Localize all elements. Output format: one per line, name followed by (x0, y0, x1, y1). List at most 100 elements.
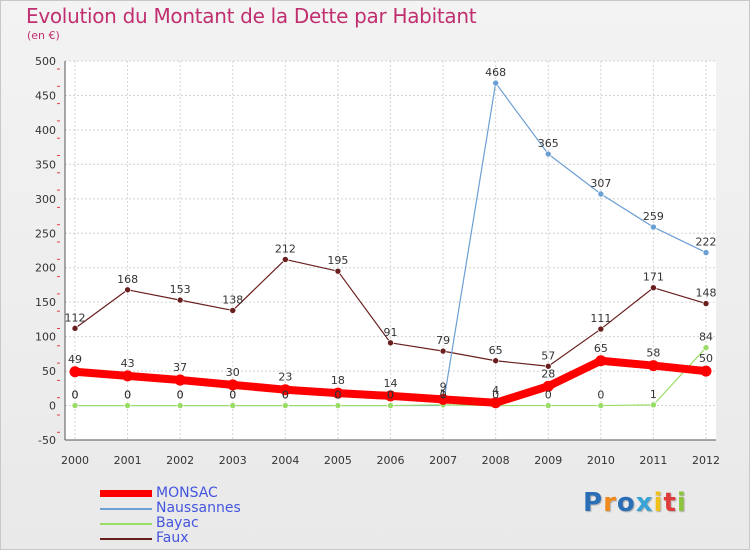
x-tick-label: 2007 (429, 454, 457, 467)
data-label-bayac: 84 (699, 331, 713, 344)
data-label-monsac: 37 (173, 361, 187, 374)
data-label-naussannes: 0 (177, 389, 184, 402)
data-point-monsac (69, 366, 81, 378)
logo-letter: P (583, 488, 604, 518)
data-label-monsac: 58 (646, 347, 660, 360)
data-point-faux (282, 256, 289, 263)
data-point-monsac (279, 384, 291, 396)
data-point-faux (334, 267, 342, 275)
legend-item-naussannes: Naussannes (100, 501, 241, 516)
data-label-naussannes: 365 (538, 137, 559, 150)
data-label-faux: 171 (643, 271, 664, 284)
data-label-bayac: 0 (177, 389, 184, 402)
data-label-faux: 138 (222, 293, 243, 306)
data-point-bayac (282, 402, 289, 409)
data-label-faux: 91 (384, 326, 398, 339)
data-point-monsac (647, 360, 659, 372)
data-point-naussannes (702, 249, 710, 256)
data-point-bayac (71, 402, 79, 409)
data-label-monsac: 18 (331, 374, 345, 387)
data-label-naussannes: 0 (229, 389, 236, 402)
data-label-naussannes: 0 (440, 389, 447, 402)
y-tick-label: 350 (35, 158, 56, 171)
data-label-naussannes: 307 (590, 177, 611, 190)
data-point-monsac (700, 365, 712, 377)
legend-swatch-bayac (100, 522, 152, 525)
data-label-bayac: 1 (440, 388, 447, 401)
x-tick-label: 2001 (114, 454, 142, 467)
data-label-monsac: 28 (541, 367, 555, 380)
y-tick-label: 150 (35, 296, 56, 309)
data-point-naussannes (650, 223, 657, 231)
y-tick-label: 100 (35, 331, 56, 344)
data-point-monsac (174, 374, 186, 386)
data-point-monsac (122, 370, 134, 382)
data-label-faux: 153 (170, 283, 191, 296)
data-label-faux: 65 (489, 344, 503, 357)
data-label-bayac: 0 (387, 389, 394, 402)
data-point-faux (597, 325, 605, 333)
legend-label-bayac: Bayac (156, 515, 199, 531)
data-label-faux: 148 (696, 287, 717, 300)
data-label-bayac: 0 (597, 389, 604, 402)
data-point-bayac (544, 402, 552, 409)
x-tick-label: 2010 (587, 454, 615, 467)
chart-subtitle: (en €) (27, 29, 60, 42)
legend-label-naussannes: Naussannes (156, 500, 241, 516)
data-label-bayac: 0 (334, 389, 341, 402)
data-point-bayac (597, 402, 605, 409)
data-point-faux (229, 307, 237, 314)
y-tick-label: 450 (35, 89, 56, 102)
x-tick-label: 2003 (219, 454, 247, 467)
data-label-naussannes: 0 (282, 389, 289, 402)
data-point-faux (439, 347, 447, 355)
logo-letter: t (663, 488, 677, 518)
data-point-bayac (334, 402, 342, 409)
data-label-naussannes: 222 (696, 236, 717, 249)
data-point-bayac (702, 344, 710, 351)
data-label-faux: 212 (275, 242, 296, 255)
logo-letter: x (635, 488, 654, 518)
proxiti-logo: Proxiti (583, 488, 687, 518)
x-tick-label: 2000 (61, 454, 89, 467)
x-tick-label: 2012 (692, 454, 720, 467)
data-point-monsac (437, 393, 449, 405)
data-point-naussannes (544, 150, 552, 158)
logo-letter: r (603, 488, 617, 518)
legend-label-faux: Faux (156, 530, 189, 546)
data-label-monsac: 9 (440, 380, 447, 393)
x-tick-label: 2005 (324, 454, 352, 467)
data-label-monsac: 30 (226, 366, 240, 379)
legend-item-monsac: MONSAC (100, 486, 218, 501)
data-label-monsac: 4 (492, 384, 499, 397)
chart-title: Evolution du Montant de la Dette par Hab… (26, 4, 477, 28)
data-label-bayac: 0 (492, 389, 499, 402)
data-point-faux (387, 339, 394, 347)
x-tick-label: 2006 (377, 454, 405, 467)
data-label-naussannes: 0 (124, 389, 131, 402)
data-label-monsac: 65 (594, 342, 608, 355)
data-label-bayac: 0 (545, 389, 552, 402)
data-point-monsac (490, 397, 502, 409)
data-point-faux (544, 362, 552, 370)
legend-swatch-monsac (100, 490, 152, 497)
data-label-bayac: 0 (282, 389, 289, 402)
data-label-monsac: 49 (68, 353, 82, 366)
data-point-monsac (595, 355, 607, 367)
y-tick-label: 50 (42, 365, 56, 378)
y-tick-label: 500 (35, 55, 56, 68)
data-point-faux (71, 325, 79, 332)
legend-item-faux: Faux (100, 531, 189, 546)
data-label-faux: 111 (590, 312, 611, 325)
data-point-faux (176, 296, 184, 304)
data-label-faux: 195 (327, 254, 348, 267)
y-tick-label: 300 (35, 193, 56, 206)
legend-item-bayac: Bayac (100, 516, 199, 531)
data-label-monsac: 23 (278, 371, 292, 384)
logo-letter: o (616, 488, 636, 518)
data-label-bayac: 1 (650, 388, 657, 401)
data-label-naussannes: 468 (485, 66, 506, 79)
x-tick-label: 2009 (534, 454, 562, 467)
data-label-naussannes: 0 (72, 389, 79, 402)
